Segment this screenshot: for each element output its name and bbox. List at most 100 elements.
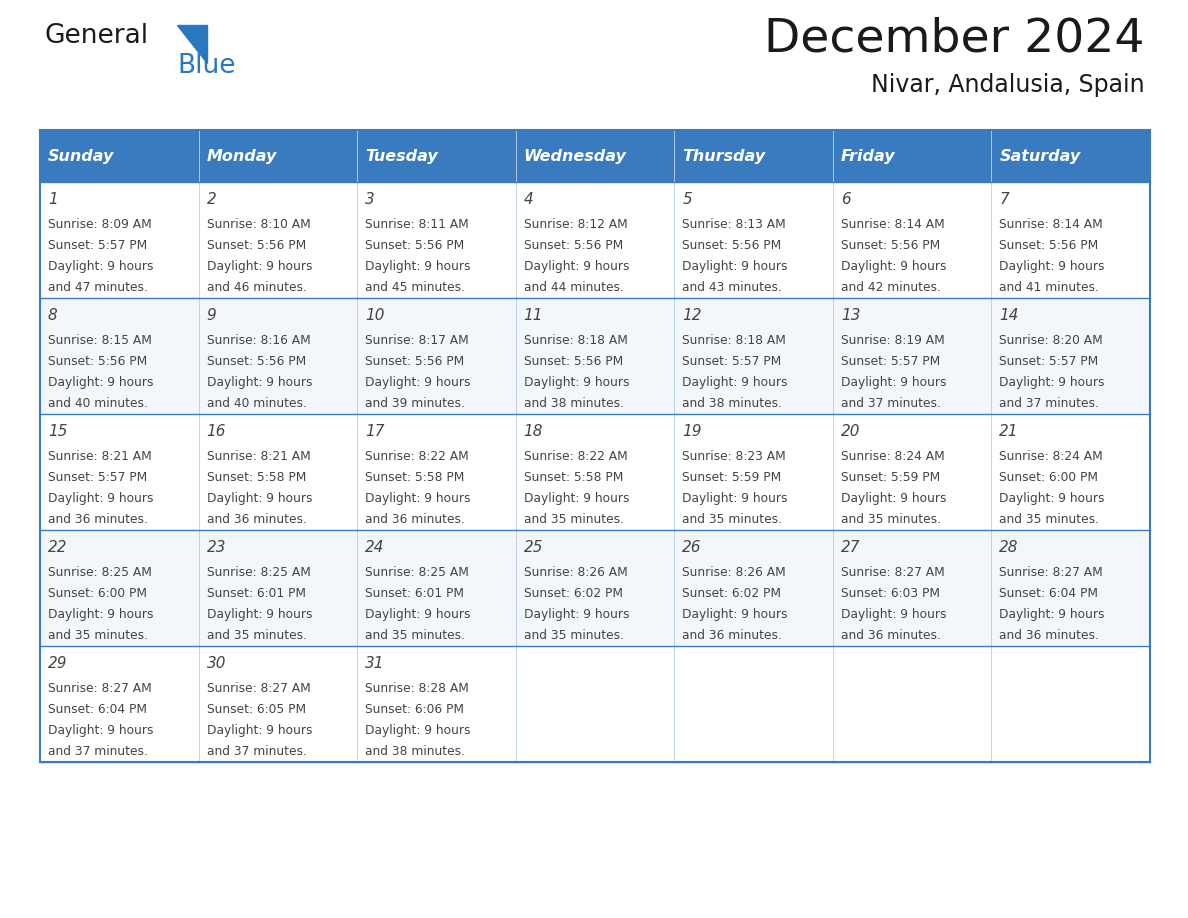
Text: 1: 1: [48, 192, 58, 207]
Polygon shape: [177, 25, 207, 63]
Text: Sunrise: 8:14 AM: Sunrise: 8:14 AM: [841, 218, 944, 231]
Text: Sunrise: 8:14 AM: Sunrise: 8:14 AM: [999, 218, 1104, 231]
Bar: [833, 530, 992, 646]
Text: 2: 2: [207, 192, 216, 207]
Text: Daylight: 9 hours: Daylight: 9 hours: [365, 608, 470, 621]
Bar: [675, 646, 833, 762]
Bar: [198, 646, 358, 762]
Text: 27: 27: [841, 540, 860, 555]
Text: Daylight: 9 hours: Daylight: 9 hours: [365, 376, 470, 389]
Text: 8: 8: [48, 308, 58, 323]
Text: Sunset: 6:04 PM: Sunset: 6:04 PM: [48, 703, 147, 716]
Text: Sunrise: 8:23 AM: Sunrise: 8:23 AM: [682, 450, 786, 463]
Text: and 39 minutes.: and 39 minutes.: [365, 397, 465, 410]
Text: and 45 minutes.: and 45 minutes.: [365, 281, 466, 294]
Text: Sunset: 5:56 PM: Sunset: 5:56 PM: [999, 239, 1099, 252]
Text: and 38 minutes.: and 38 minutes.: [365, 745, 466, 758]
Bar: [40, 182, 198, 298]
Text: Daylight: 9 hours: Daylight: 9 hours: [207, 608, 312, 621]
Text: Tuesday: Tuesday: [365, 149, 438, 163]
Text: Sunrise: 8:27 AM: Sunrise: 8:27 AM: [841, 566, 944, 579]
Bar: [833, 182, 992, 298]
Text: Daylight: 9 hours: Daylight: 9 hours: [365, 724, 470, 737]
Text: and 37 minutes.: and 37 minutes.: [48, 745, 147, 758]
Text: Sunset: 5:59 PM: Sunset: 5:59 PM: [682, 471, 782, 484]
Text: 23: 23: [207, 540, 226, 555]
Text: Sunset: 5:59 PM: Sunset: 5:59 PM: [841, 471, 940, 484]
Text: Sunrise: 8:24 AM: Sunrise: 8:24 AM: [841, 450, 944, 463]
Text: Sunrise: 8:11 AM: Sunrise: 8:11 AM: [365, 218, 469, 231]
Text: Sunset: 5:56 PM: Sunset: 5:56 PM: [524, 355, 623, 368]
Text: and 37 minutes.: and 37 minutes.: [207, 745, 307, 758]
Bar: [358, 130, 516, 182]
Text: Daylight: 9 hours: Daylight: 9 hours: [682, 376, 788, 389]
Bar: [833, 646, 992, 762]
Text: and 36 minutes.: and 36 minutes.: [48, 513, 147, 526]
Text: Daylight: 9 hours: Daylight: 9 hours: [48, 260, 153, 273]
Text: and 35 minutes.: and 35 minutes.: [999, 513, 1099, 526]
Text: Daylight: 9 hours: Daylight: 9 hours: [682, 492, 788, 505]
Text: Sunset: 5:57 PM: Sunset: 5:57 PM: [999, 355, 1099, 368]
Text: Sunset: 5:56 PM: Sunset: 5:56 PM: [365, 239, 465, 252]
Text: Daylight: 9 hours: Daylight: 9 hours: [524, 608, 630, 621]
Text: 12: 12: [682, 308, 702, 323]
Text: 29: 29: [48, 656, 68, 671]
Text: 18: 18: [524, 424, 543, 439]
Bar: [992, 182, 1150, 298]
Bar: [992, 298, 1150, 414]
Text: and 38 minutes.: and 38 minutes.: [682, 397, 782, 410]
Text: and 43 minutes.: and 43 minutes.: [682, 281, 782, 294]
Text: Sunrise: 8:10 AM: Sunrise: 8:10 AM: [207, 218, 310, 231]
Text: Friday: Friday: [841, 149, 896, 163]
Text: Saturday: Saturday: [999, 149, 1081, 163]
Text: Daylight: 9 hours: Daylight: 9 hours: [682, 608, 788, 621]
Text: 25: 25: [524, 540, 543, 555]
Bar: [992, 414, 1150, 530]
Bar: [40, 298, 198, 414]
Text: Sunset: 6:03 PM: Sunset: 6:03 PM: [841, 587, 940, 600]
Text: Sunrise: 8:18 AM: Sunrise: 8:18 AM: [682, 334, 786, 347]
Bar: [198, 530, 358, 646]
Text: 26: 26: [682, 540, 702, 555]
Text: Sunset: 5:56 PM: Sunset: 5:56 PM: [524, 239, 623, 252]
Text: 13: 13: [841, 308, 860, 323]
Text: and 36 minutes.: and 36 minutes.: [365, 513, 465, 526]
Text: 11: 11: [524, 308, 543, 323]
Text: Sunrise: 8:22 AM: Sunrise: 8:22 AM: [524, 450, 627, 463]
Text: Sunset: 5:57 PM: Sunset: 5:57 PM: [841, 355, 940, 368]
Text: Sunset: 5:58 PM: Sunset: 5:58 PM: [365, 471, 465, 484]
Text: Daylight: 9 hours: Daylight: 9 hours: [48, 724, 153, 737]
Text: Sunrise: 8:25 AM: Sunrise: 8:25 AM: [365, 566, 469, 579]
Bar: [358, 646, 516, 762]
Text: 31: 31: [365, 656, 385, 671]
Text: and 35 minutes.: and 35 minutes.: [682, 513, 782, 526]
Text: Daylight: 9 hours: Daylight: 9 hours: [999, 376, 1105, 389]
Text: Blue: Blue: [177, 53, 235, 79]
Text: and 47 minutes.: and 47 minutes.: [48, 281, 147, 294]
Text: Daylight: 9 hours: Daylight: 9 hours: [682, 260, 788, 273]
Text: and 44 minutes.: and 44 minutes.: [524, 281, 624, 294]
Bar: [198, 182, 358, 298]
Text: Sunset: 6:02 PM: Sunset: 6:02 PM: [524, 587, 623, 600]
Bar: [40, 530, 198, 646]
Text: Daylight: 9 hours: Daylight: 9 hours: [207, 724, 312, 737]
Text: 22: 22: [48, 540, 68, 555]
Text: Daylight: 9 hours: Daylight: 9 hours: [524, 492, 630, 505]
Bar: [675, 414, 833, 530]
Text: Sunrise: 8:27 AM: Sunrise: 8:27 AM: [207, 682, 310, 695]
Text: Daylight: 9 hours: Daylight: 9 hours: [999, 492, 1105, 505]
Text: and 37 minutes.: and 37 minutes.: [841, 397, 941, 410]
Text: 30: 30: [207, 656, 226, 671]
Bar: [198, 414, 358, 530]
Bar: [516, 414, 675, 530]
Text: Sunset: 6:00 PM: Sunset: 6:00 PM: [999, 471, 1099, 484]
Text: Daylight: 9 hours: Daylight: 9 hours: [207, 376, 312, 389]
Text: and 37 minutes.: and 37 minutes.: [999, 397, 1099, 410]
Text: Daylight: 9 hours: Daylight: 9 hours: [207, 260, 312, 273]
Bar: [675, 182, 833, 298]
Text: and 40 minutes.: and 40 minutes.: [207, 397, 307, 410]
Text: Sunrise: 8:13 AM: Sunrise: 8:13 AM: [682, 218, 786, 231]
Text: Sunrise: 8:16 AM: Sunrise: 8:16 AM: [207, 334, 310, 347]
Text: and 35 minutes.: and 35 minutes.: [841, 513, 941, 526]
Text: Sunset: 6:01 PM: Sunset: 6:01 PM: [365, 587, 465, 600]
